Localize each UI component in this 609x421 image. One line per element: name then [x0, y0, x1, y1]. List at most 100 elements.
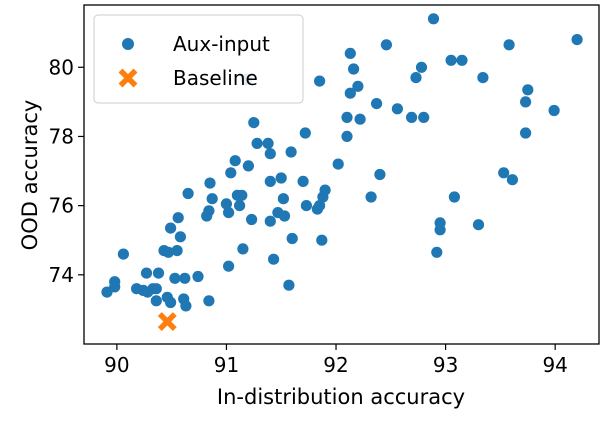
aux-input-point [206, 193, 218, 205]
axis-ticks: 90 91 92 93 94 74 76 78 80 [49, 55, 568, 377]
aux-input-point [341, 130, 353, 142]
aux-input-point [319, 184, 331, 196]
aux-input-point [548, 104, 560, 117]
legend-label-aux-input: Aux-input [173, 32, 270, 56]
y-tick-label: 74 [49, 263, 74, 287]
aux-input-point [352, 80, 364, 92]
aux-input-point [204, 177, 216, 189]
legend: Aux-input Baseline [93, 14, 304, 104]
aux-input-point [431, 246, 443, 258]
legend-marker-baseline [118, 68, 138, 88]
aux-input-point [223, 260, 235, 272]
aux-input-point [174, 231, 186, 243]
aux-input-point [172, 212, 184, 224]
aux-input-point [415, 61, 428, 73]
aux-input-point [297, 175, 309, 187]
y-tick-label: 78 [49, 124, 74, 148]
aux-input-point [140, 267, 153, 279]
aux-input-point [169, 272, 181, 284]
aux-input-point [182, 187, 194, 200]
aux-input-point [506, 174, 518, 186]
aux-input-point [203, 295, 215, 307]
aux-input-point [571, 34, 583, 46]
aux-input-point [268, 253, 280, 265]
aux-input-point [236, 189, 248, 201]
aux-input-point [374, 168, 386, 181]
aux-input-point [150, 295, 162, 307]
aux-input-point [391, 103, 403, 115]
aux-input-point [180, 300, 192, 312]
aux-input-point [434, 224, 446, 236]
aux-input-point [225, 167, 237, 179]
aux-input-point [277, 193, 289, 205]
aux-input-point [341, 111, 353, 123]
aux-input-point [203, 205, 215, 217]
y-tick-label: 80 [49, 55, 74, 79]
aux-input-point [117, 248, 129, 260]
aux-input-point [192, 270, 204, 283]
aux-input-point [445, 54, 457, 66]
aux-input-point [472, 219, 485, 231]
aux-input-point [354, 113, 366, 125]
aux-input-point [264, 215, 276, 227]
aux-input-point [264, 148, 276, 160]
aux-input-point [314, 75, 326, 87]
aux-input-point [300, 200, 312, 212]
x-tick-label: 90 [104, 353, 129, 377]
aux-input-point [299, 127, 311, 139]
aux-input-point [522, 84, 534, 96]
aux-input-point [264, 175, 276, 187]
points-layer [101, 13, 583, 331]
aux-input-point [380, 39, 392, 51]
aux-input-point [220, 198, 232, 210]
x-tick-label: 94 [542, 353, 567, 377]
aux-input-point [162, 246, 174, 258]
aux-input-point [498, 167, 510, 179]
aux-input-point [223, 207, 235, 219]
aux-input-point [150, 283, 162, 295]
aux-input-point [283, 279, 295, 291]
aux-input-point [242, 160, 254, 172]
aux-input-point [234, 200, 246, 212]
x-tick-label: 91 [214, 353, 239, 377]
plot-frame [83, 4, 600, 345]
aux-input-point [348, 63, 360, 75]
aux-input-point [503, 39, 515, 51]
aux-input-point [418, 111, 430, 123]
aux-input-point [332, 158, 344, 170]
aux-input-point [262, 137, 274, 149]
aux-input-point [165, 296, 177, 309]
aux-input-point [448, 191, 460, 203]
legend-marker-aux-input [122, 38, 134, 50]
aux-input-point [520, 127, 532, 139]
aux-input-point [410, 72, 422, 84]
aux-input-point [278, 210, 291, 222]
aux-input-point [286, 232, 298, 245]
legend-label-baseline: Baseline [173, 66, 258, 90]
aux-input-point [152, 267, 165, 279]
x-tick-label: 92 [323, 353, 348, 377]
aux-input-point [344, 87, 356, 99]
aux-input-point [477, 72, 489, 84]
aux-input-point [251, 137, 263, 149]
y-axis-label: OOD accuracy [18, 100, 42, 251]
aux-input-point [316, 234, 328, 246]
aux-input-point [314, 200, 326, 212]
aux-input-point [427, 13, 440, 25]
x-axis-label: In-distribution accuracy [217, 385, 465, 409]
aux-input-point [246, 213, 258, 226]
legend-box [93, 14, 304, 104]
aux-input-point [165, 222, 177, 234]
x-tick-label: 93 [433, 353, 458, 377]
aux-input-point [248, 117, 260, 129]
aux-input-point [275, 172, 287, 184]
aux-input-point [520, 96, 532, 108]
aux-input-point [171, 245, 183, 257]
aux-input-point [179, 272, 191, 284]
aux-input-point [229, 155, 241, 167]
y-tick-label: 76 [49, 194, 74, 218]
aux-input-point [456, 54, 468, 66]
legend-x-icon [118, 68, 138, 88]
aux-input-point [406, 111, 418, 123]
